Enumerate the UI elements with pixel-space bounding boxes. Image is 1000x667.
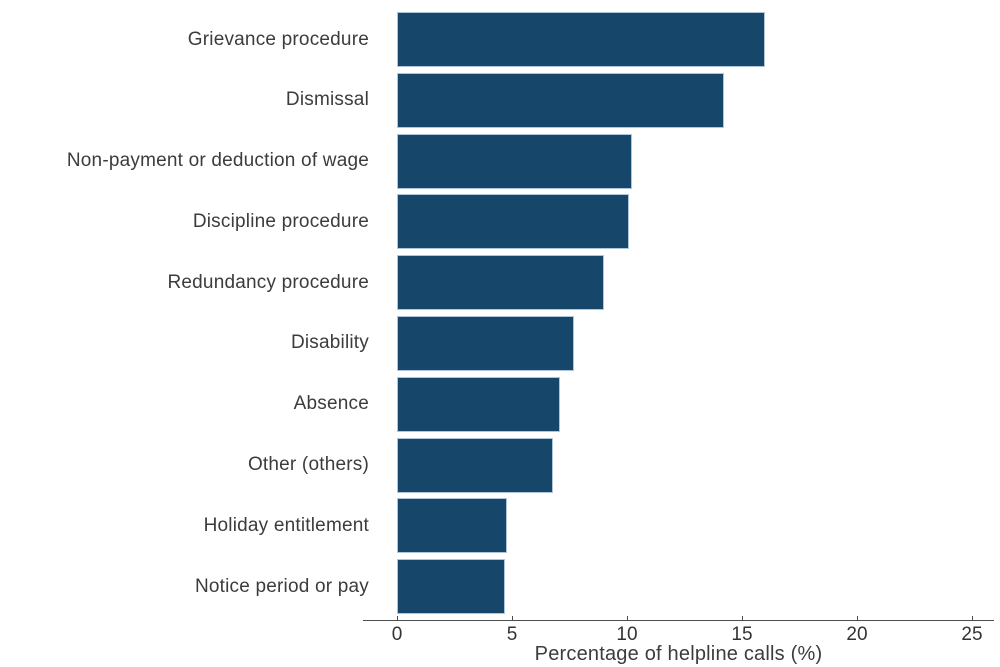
category-label: Disability bbox=[290, 332, 369, 354]
bar bbox=[397, 437, 554, 493]
bar bbox=[397, 559, 506, 615]
bar bbox=[397, 498, 508, 554]
bar-row: Redundancy procedure bbox=[0, 255, 1000, 316]
category-label: Non-payment or deduction of wage bbox=[66, 150, 369, 172]
bar bbox=[397, 255, 604, 311]
bar-track bbox=[397, 255, 1000, 311]
category-label: Discipline procedure bbox=[192, 210, 369, 232]
x-tick-label: 15 bbox=[731, 624, 753, 645]
category-label: Dismissal bbox=[285, 89, 369, 111]
category-label: Absence bbox=[293, 393, 369, 415]
bar-row: Notice period or pay bbox=[0, 559, 1000, 620]
bar bbox=[397, 315, 575, 371]
bar-track bbox=[397, 437, 1000, 493]
bar bbox=[397, 72, 724, 128]
bar-track bbox=[397, 498, 1000, 554]
bar-row: Absence bbox=[0, 376, 1000, 438]
x-tick-label: 20 bbox=[846, 624, 868, 645]
x-tick-label: 0 bbox=[391, 624, 403, 645]
x-tick-mark bbox=[857, 616, 858, 620]
x-tick-mark bbox=[972, 616, 973, 620]
bar-track bbox=[397, 315, 1000, 371]
bar-track bbox=[397, 194, 1000, 250]
bar-row: Disability bbox=[0, 315, 1000, 377]
category-label: Grievance procedure bbox=[187, 28, 369, 50]
bar bbox=[397, 12, 765, 67]
bar-rows: Grievance procedure Dismissal Non-payment … bbox=[0, 12, 1000, 620]
x-tick-label: 10 bbox=[616, 624, 638, 645]
bar-track bbox=[397, 133, 1000, 189]
bar-row: Discipline procedure bbox=[0, 194, 1000, 255]
bar-row: Grievance procedure bbox=[0, 12, 1000, 73]
bar-track bbox=[397, 559, 1000, 615]
bar-row: Non-payment or deduction of wage bbox=[0, 133, 1000, 195]
bar bbox=[397, 376, 561, 432]
bar bbox=[397, 194, 630, 250]
bar-row: Holiday entitlement bbox=[0, 498, 1000, 559]
x-axis-title: Percentage of helpline calls (%) bbox=[534, 643, 823, 665]
x-tick-label: 25 bbox=[961, 624, 983, 645]
x-tick-mark bbox=[397, 616, 398, 620]
category-label: Other (others) bbox=[247, 454, 369, 476]
category-label: Holiday entitlement bbox=[203, 514, 369, 536]
category-label: Notice period or pay bbox=[194, 575, 369, 597]
bar-row: Other (others) bbox=[0, 437, 1000, 499]
x-tick-mark bbox=[627, 616, 628, 620]
x-axis-line bbox=[363, 620, 994, 621]
bar-track bbox=[397, 12, 1000, 67]
bar-track bbox=[397, 376, 1000, 432]
category-label: Redundancy procedure bbox=[167, 271, 369, 293]
bar-row: Dismissal bbox=[0, 72, 1000, 134]
bar bbox=[397, 133, 632, 189]
x-tick-label: 5 bbox=[506, 624, 518, 645]
x-tick-mark bbox=[742, 616, 743, 620]
bar-track bbox=[397, 72, 1000, 128]
x-tick-mark bbox=[512, 616, 513, 620]
